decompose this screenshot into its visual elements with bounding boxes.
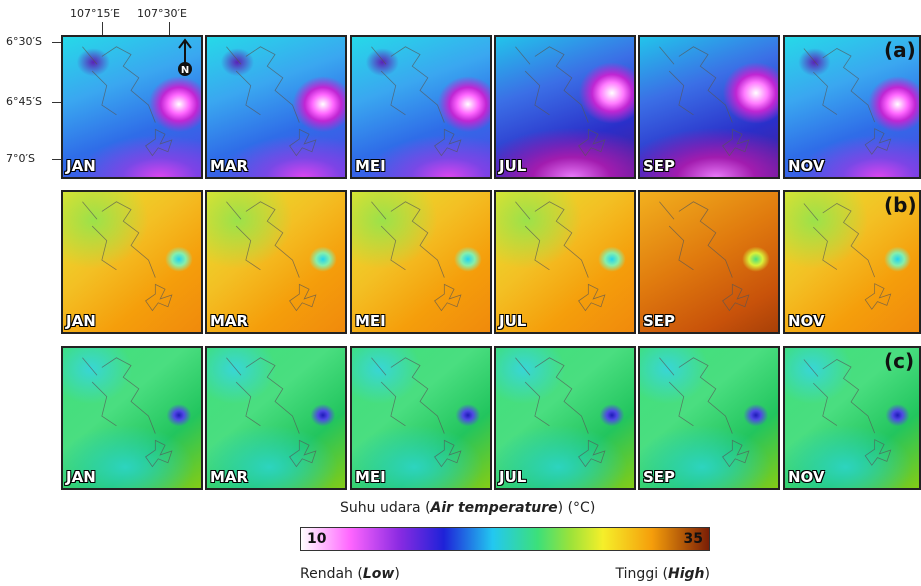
coastline bbox=[63, 192, 201, 332]
legend-high-text: Tinggi ( bbox=[616, 566, 668, 582]
panel-label: (b) bbox=[884, 193, 917, 217]
map-panel: SEP bbox=[638, 190, 780, 334]
latitude-label: 6°30′S bbox=[6, 35, 42, 48]
panel-label: (c) bbox=[884, 349, 914, 373]
legend-title-text: Suhu udara ( bbox=[340, 500, 431, 516]
coastline bbox=[207, 192, 345, 332]
legend-title-italic: Air temperature bbox=[431, 500, 558, 516]
coastline bbox=[640, 37, 778, 177]
month-label: NOV bbox=[788, 157, 825, 175]
panel-label: (a) bbox=[884, 38, 916, 62]
coastline bbox=[352, 37, 490, 177]
coastline bbox=[496, 37, 634, 177]
latitude-label: 7°0′S bbox=[6, 152, 35, 165]
month-label: MAR bbox=[210, 312, 248, 330]
month-label: SEP bbox=[643, 312, 675, 330]
legend-low: Rendah (Low) bbox=[300, 566, 400, 582]
map-panel: MEI bbox=[350, 35, 492, 179]
coastline bbox=[63, 348, 201, 488]
month-label: JUL bbox=[499, 312, 526, 330]
month-label: SEP bbox=[643, 157, 675, 175]
coastline bbox=[207, 37, 345, 177]
month-label: JAN bbox=[66, 468, 96, 486]
legend-low-close: ) bbox=[394, 566, 399, 582]
month-label: JAN bbox=[66, 312, 96, 330]
figure: 10 35 Suhu udara (Air temperature) (°C) … bbox=[0, 0, 921, 586]
month-label: MAR bbox=[210, 157, 248, 175]
color-bar: 10 35 bbox=[300, 527, 710, 551]
map-panel: JUL bbox=[494, 190, 636, 334]
longitude-tick bbox=[169, 22, 170, 35]
longitude-tick bbox=[102, 22, 103, 35]
month-label: JUL bbox=[499, 468, 526, 486]
coastline bbox=[496, 348, 634, 488]
color-bar-max: 35 bbox=[684, 531, 703, 547]
map-panel: MAR bbox=[205, 35, 347, 179]
month-label: MEI bbox=[355, 157, 386, 175]
coastline bbox=[352, 348, 490, 488]
map-panel: SEP bbox=[638, 346, 780, 490]
coastline bbox=[640, 348, 778, 488]
month-label: JAN bbox=[66, 157, 96, 175]
latitude-label: 6°45′S bbox=[6, 95, 42, 108]
map-panel: MAR bbox=[205, 190, 347, 334]
longitude-label: 107°15′E bbox=[70, 7, 120, 20]
coastline bbox=[207, 348, 345, 488]
latitude-tick bbox=[52, 42, 61, 43]
map-panel: JUL bbox=[494, 346, 636, 490]
map-panel: MEI bbox=[350, 346, 492, 490]
legend-low-italic: Low bbox=[363, 566, 394, 582]
legend-high: Tinggi (High) bbox=[616, 566, 710, 582]
map-panel: JUL bbox=[494, 35, 636, 179]
legend-title: Suhu udara (Air temperature) (°C) bbox=[340, 500, 595, 516]
legend-low-text: Rendah ( bbox=[300, 566, 363, 582]
month-label: NOV bbox=[788, 468, 825, 486]
legend-high-close: ) bbox=[705, 566, 710, 582]
month-label: MAR bbox=[210, 468, 248, 486]
latitude-tick bbox=[52, 102, 61, 103]
month-label: JUL bbox=[499, 157, 526, 175]
latitude-tick bbox=[52, 159, 61, 160]
legend-title-unit: ) (°C) bbox=[558, 500, 596, 516]
month-label: MEI bbox=[355, 312, 386, 330]
coastline bbox=[640, 192, 778, 332]
coastline bbox=[352, 192, 490, 332]
svg-text:N: N bbox=[181, 65, 189, 76]
legend-high-italic: High bbox=[668, 566, 705, 582]
map-panel: MEI bbox=[350, 190, 492, 334]
month-label: SEP bbox=[643, 468, 675, 486]
longitude-label: 107°30′E bbox=[137, 7, 187, 20]
coastline bbox=[496, 192, 634, 332]
map-panel: MAR bbox=[205, 346, 347, 490]
north-arrow: N bbox=[174, 38, 196, 78]
color-bar-min: 10 bbox=[307, 531, 326, 547]
map-panel: SEP bbox=[638, 35, 780, 179]
map-panel: JAN bbox=[61, 346, 203, 490]
month-label: MEI bbox=[355, 468, 386, 486]
month-label: NOV bbox=[788, 312, 825, 330]
map-panel: JAN bbox=[61, 190, 203, 334]
